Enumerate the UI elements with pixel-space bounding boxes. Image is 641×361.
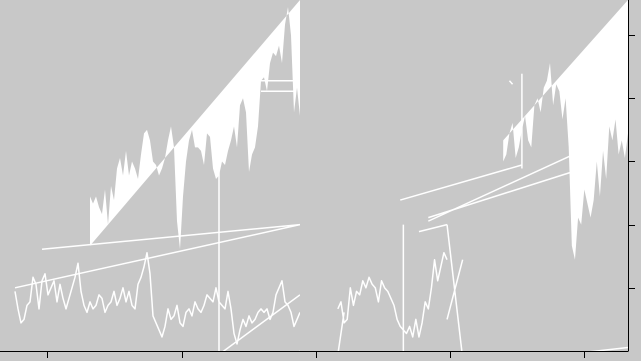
right-panel-line-series-1 — [590, 346, 628, 351]
chart-panel-right — [337, 0, 628, 351]
left-panel-plot-area — [14, 0, 300, 351]
right-panel-line-series-2 — [418, 223, 448, 233]
left-panel-line-series-1 — [41, 223, 300, 250]
left-panel-line-series-3 — [222, 294, 300, 351]
chart-panel-left — [14, 0, 300, 351]
right-panel-area-series — [503, 0, 628, 260]
right-panel-line-series-3 — [400, 164, 523, 201]
left-panel-line-series-0 — [14, 251, 300, 345]
right-panel-line-series-5 — [428, 150, 582, 222]
right-panel-plot-area — [337, 0, 628, 351]
right-panel-line-series-11 — [446, 259, 464, 320]
right-panel-line-series-9 — [337, 312, 345, 351]
right-panel-line-series-0 — [337, 251, 448, 338]
left-panel-area-series — [90, 0, 300, 250]
left-panel-line-series-2 — [14, 223, 300, 289]
left-panel-line-series-7 — [299, 350, 300, 351]
right-panel-line-series-6 — [508, 80, 514, 85]
